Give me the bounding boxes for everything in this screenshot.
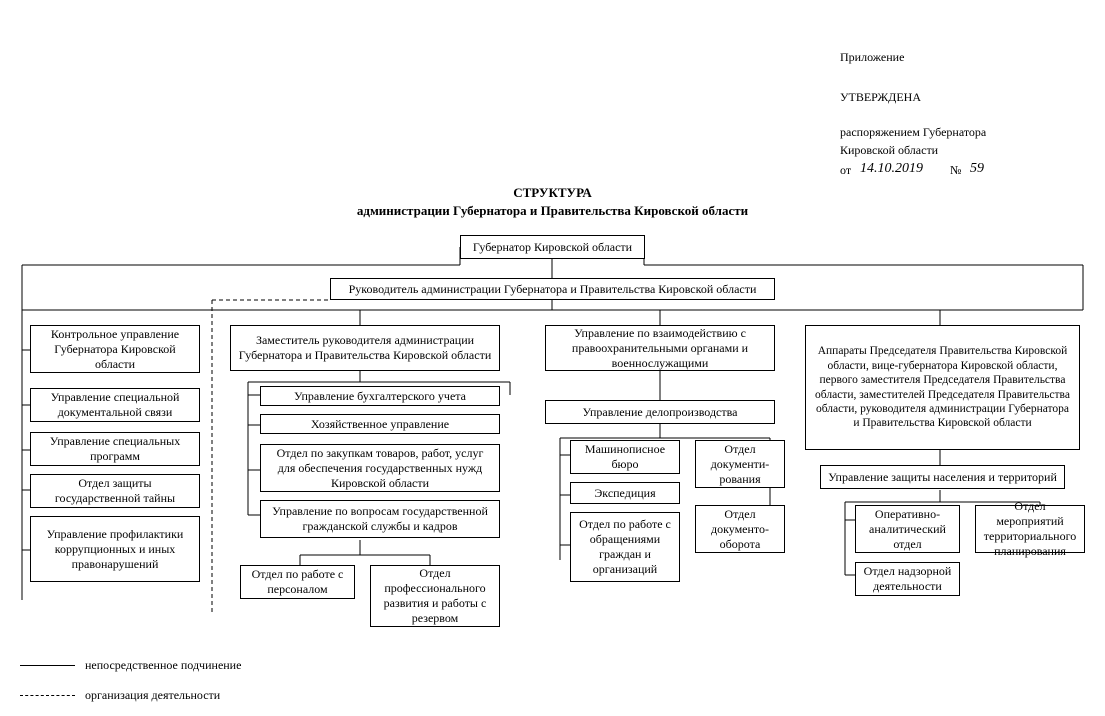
node-col2-top: Заместитель руководителя администрации Г… — [230, 325, 500, 371]
node-col4-b: Управление защиты населения и территорий — [820, 465, 1065, 489]
node-col1-c: Управление специальных программ — [30, 432, 200, 466]
decree-line2: Кировской области — [840, 143, 938, 159]
date-handwritten: 14.10.2019 — [860, 160, 923, 178]
node-col2-f2: Отдел профессионального развития и работ… — [370, 565, 500, 627]
legend-solid-text: непосредственное подчинение — [85, 658, 241, 674]
node-col4-a: Аппараты Председателя Правительства Киро… — [805, 325, 1080, 450]
node-col3-a: Управление по взаимодействию с правоохра… — [545, 325, 775, 371]
decree-line1: распоряжением Губернатора — [840, 125, 986, 141]
node-col2-e: Управление по вопросам государственной г… — [260, 500, 500, 538]
node-col2-c: Хозяйственное управление — [260, 414, 500, 434]
num-label: № — [950, 163, 961, 179]
node-governor: Губернатор Кировской области — [460, 235, 645, 259]
ot-label: от — [840, 163, 851, 179]
node-col4-c2: Отдел мероприятий территориального плани… — [975, 505, 1085, 553]
node-col3-b: Управление делопроизводства — [545, 400, 775, 424]
node-col4-d: Отдел надзорной деятельности — [855, 562, 960, 596]
node-col2-f1: Отдел по работе с персоналом — [240, 565, 355, 599]
node-col2-d: Отдел по закупкам товаров, работ, услуг … — [260, 444, 500, 492]
node-col4-c1: Оперативно-аналитический отдел — [855, 505, 960, 553]
legend-dash-line — [20, 695, 75, 696]
node-col2-b: Управление бухгалтерского учета — [260, 386, 500, 406]
appendix-label: Приложение — [840, 50, 904, 66]
node-col3-e1: Отдел по работе с обращениями граждан и … — [570, 512, 680, 582]
node-head: Руководитель администрации Губернатора и… — [330, 278, 775, 300]
node-col3-c1: Машинописное бюро — [570, 440, 680, 474]
node-col1-b: Управление специальной документальной св… — [30, 388, 200, 422]
legend-solid-line — [20, 665, 75, 666]
title-line1: СТРУКТУРА — [0, 185, 1105, 202]
approved-label: УТВЕРЖДЕНА — [840, 90, 921, 106]
legend-dash-text: организация деятельности — [85, 688, 220, 704]
title-line2: администрации Губернатора и Правительств… — [0, 203, 1105, 220]
num-handwritten: 59 — [970, 160, 984, 178]
node-col3-c2: Отдел документи-рования — [695, 440, 785, 488]
node-col3-e2: Отдел документо-оборота — [695, 505, 785, 553]
node-col1-d: Отдел защиты государственной тайны — [30, 474, 200, 508]
node-col3-d1: Экспедиция — [570, 482, 680, 504]
node-col1-e: Управление профилактики коррупционных и … — [30, 516, 200, 582]
node-col1-a: Контрольное управление Губернатора Киров… — [30, 325, 200, 373]
